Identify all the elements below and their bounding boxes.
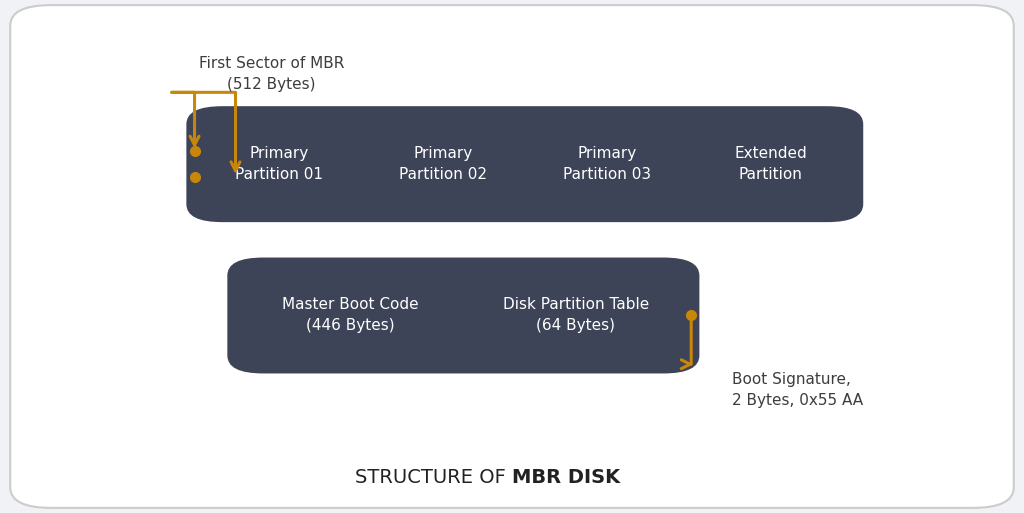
FancyBboxPatch shape	[193, 109, 366, 219]
Text: Disk Partition Table
(64 Bytes): Disk Partition Table (64 Bytes)	[503, 298, 649, 333]
Text: Master Boot Code
(446 Bytes): Master Boot Code (446 Bytes)	[283, 298, 419, 333]
FancyBboxPatch shape	[684, 109, 857, 219]
FancyBboxPatch shape	[520, 109, 693, 219]
Text: Boot Signature,
2 Bytes, 0x55 AA: Boot Signature, 2 Bytes, 0x55 AA	[732, 372, 863, 408]
Text: STRUCTURE OF: STRUCTURE OF	[355, 467, 512, 487]
Text: First Sector of MBR
(512 Bytes): First Sector of MBR (512 Bytes)	[199, 56, 344, 92]
Text: Extended
Partition: Extended Partition	[734, 146, 807, 182]
FancyBboxPatch shape	[459, 261, 693, 370]
FancyBboxPatch shape	[233, 261, 468, 370]
FancyBboxPatch shape	[10, 5, 1014, 508]
FancyBboxPatch shape	[356, 109, 529, 219]
FancyBboxPatch shape	[227, 258, 699, 373]
Text: Primary
Partition 01: Primary Partition 01	[236, 146, 323, 182]
FancyBboxPatch shape	[186, 106, 863, 222]
Text: Primary
Partition 02: Primary Partition 02	[399, 146, 486, 182]
Text: Primary
Partition 03: Primary Partition 03	[562, 146, 651, 182]
Text: MBR DISK: MBR DISK	[512, 467, 621, 487]
